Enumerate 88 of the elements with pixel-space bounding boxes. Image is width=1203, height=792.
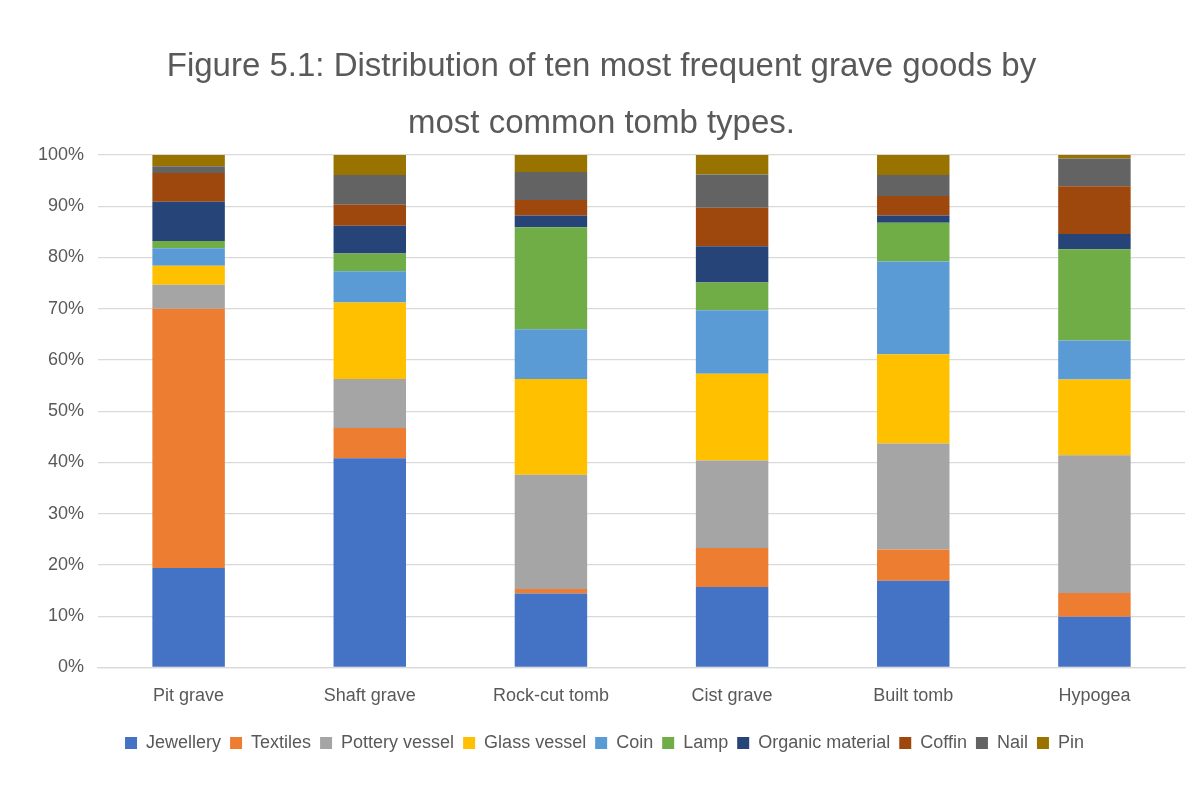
y-tick-label: 80% [48, 246, 85, 267]
bar [1058, 186, 1131, 234]
bar [877, 215, 950, 223]
bar [514, 593, 588, 667]
legend-label: Coin [616, 731, 654, 752]
legend-label: Glass vessel [484, 731, 587, 752]
bar [152, 567, 225, 667]
y-tick-label: 10% [48, 605, 85, 626]
y-tick-label: 100% [37, 143, 85, 164]
bar [695, 155, 769, 175]
y-tick-label: 0% [58, 656, 85, 677]
bar [514, 227, 588, 330]
bar [152, 166, 225, 173]
y-tick-label: 90% [48, 195, 85, 216]
bar [333, 271, 407, 303]
bar [152, 172, 225, 202]
bar [152, 155, 225, 167]
y-tick-label: 40% [48, 451, 85, 472]
bar [514, 155, 588, 172]
legend-label: Organic material [758, 731, 891, 752]
y-tick-label: 20% [48, 553, 85, 574]
bar [1058, 233, 1131, 250]
bar [695, 548, 769, 587]
bar [514, 171, 588, 201]
legend-label: Jewellery [146, 731, 222, 752]
bar [695, 373, 769, 461]
legend-label: Textiles [251, 731, 312, 752]
legend-label: Nail [996, 731, 1028, 752]
bar [877, 195, 950, 216]
bar [333, 253, 407, 272]
bar [333, 302, 407, 379]
y-tick-label: 60% [48, 348, 85, 369]
bar [877, 155, 950, 175]
bar [1058, 379, 1131, 456]
bar [877, 443, 950, 550]
bar [152, 248, 225, 266]
bar [152, 308, 225, 568]
bar [695, 282, 769, 311]
x-tick-label: Built tomb [873, 685, 954, 706]
bar [1058, 155, 1131, 159]
legend-label: Pin [1057, 731, 1084, 752]
bar [333, 174, 407, 205]
legend-label: Coffin [920, 731, 967, 752]
y-tick-label: 50% [48, 400, 85, 421]
bar [333, 155, 407, 175]
bar [514, 215, 588, 228]
bar [152, 265, 225, 285]
bar [514, 378, 588, 475]
x-tick-label: Shaft grave [323, 685, 416, 706]
bar [1058, 455, 1131, 594]
bar [1058, 593, 1131, 617]
bar [877, 580, 950, 667]
bar [695, 207, 769, 247]
bar [152, 284, 225, 309]
bar [877, 549, 950, 581]
bar [333, 458, 407, 667]
bar [877, 354, 950, 444]
chart-title: Figure 5.1: Distribution of ten most frequent grave goods by most common tomb types. [165, 45, 1038, 142]
y-tick-label: 70% [48, 297, 85, 318]
bar [333, 428, 407, 459]
bar [333, 378, 407, 429]
bar [514, 474, 588, 589]
bar [695, 586, 769, 667]
bar [877, 174, 950, 196]
x-tick-label: Rock-cut tomb [492, 685, 609, 706]
bar [152, 241, 225, 249]
x-tick-label: Hypogea [1058, 685, 1132, 706]
bar [1058, 616, 1131, 667]
bar [333, 225, 407, 254]
bar [695, 460, 769, 549]
bar [514, 589, 588, 594]
legend-label: Lamp [683, 731, 729, 752]
bar [333, 204, 407, 226]
x-tick-label: Cist grave [691, 685, 773, 706]
y-tick-label: 30% [48, 502, 85, 523]
bar [877, 222, 950, 262]
bar [1058, 340, 1131, 380]
bar [695, 310, 769, 374]
bar [514, 329, 588, 379]
x-tick-label: Pit grave [153, 685, 225, 706]
bar [695, 174, 769, 208]
bar [1058, 249, 1131, 341]
bar [1058, 158, 1131, 187]
legend-label: Pottery vessel [341, 731, 455, 752]
bar [877, 261, 950, 355]
bar [152, 201, 225, 242]
bar [695, 246, 769, 283]
bar [514, 200, 588, 216]
